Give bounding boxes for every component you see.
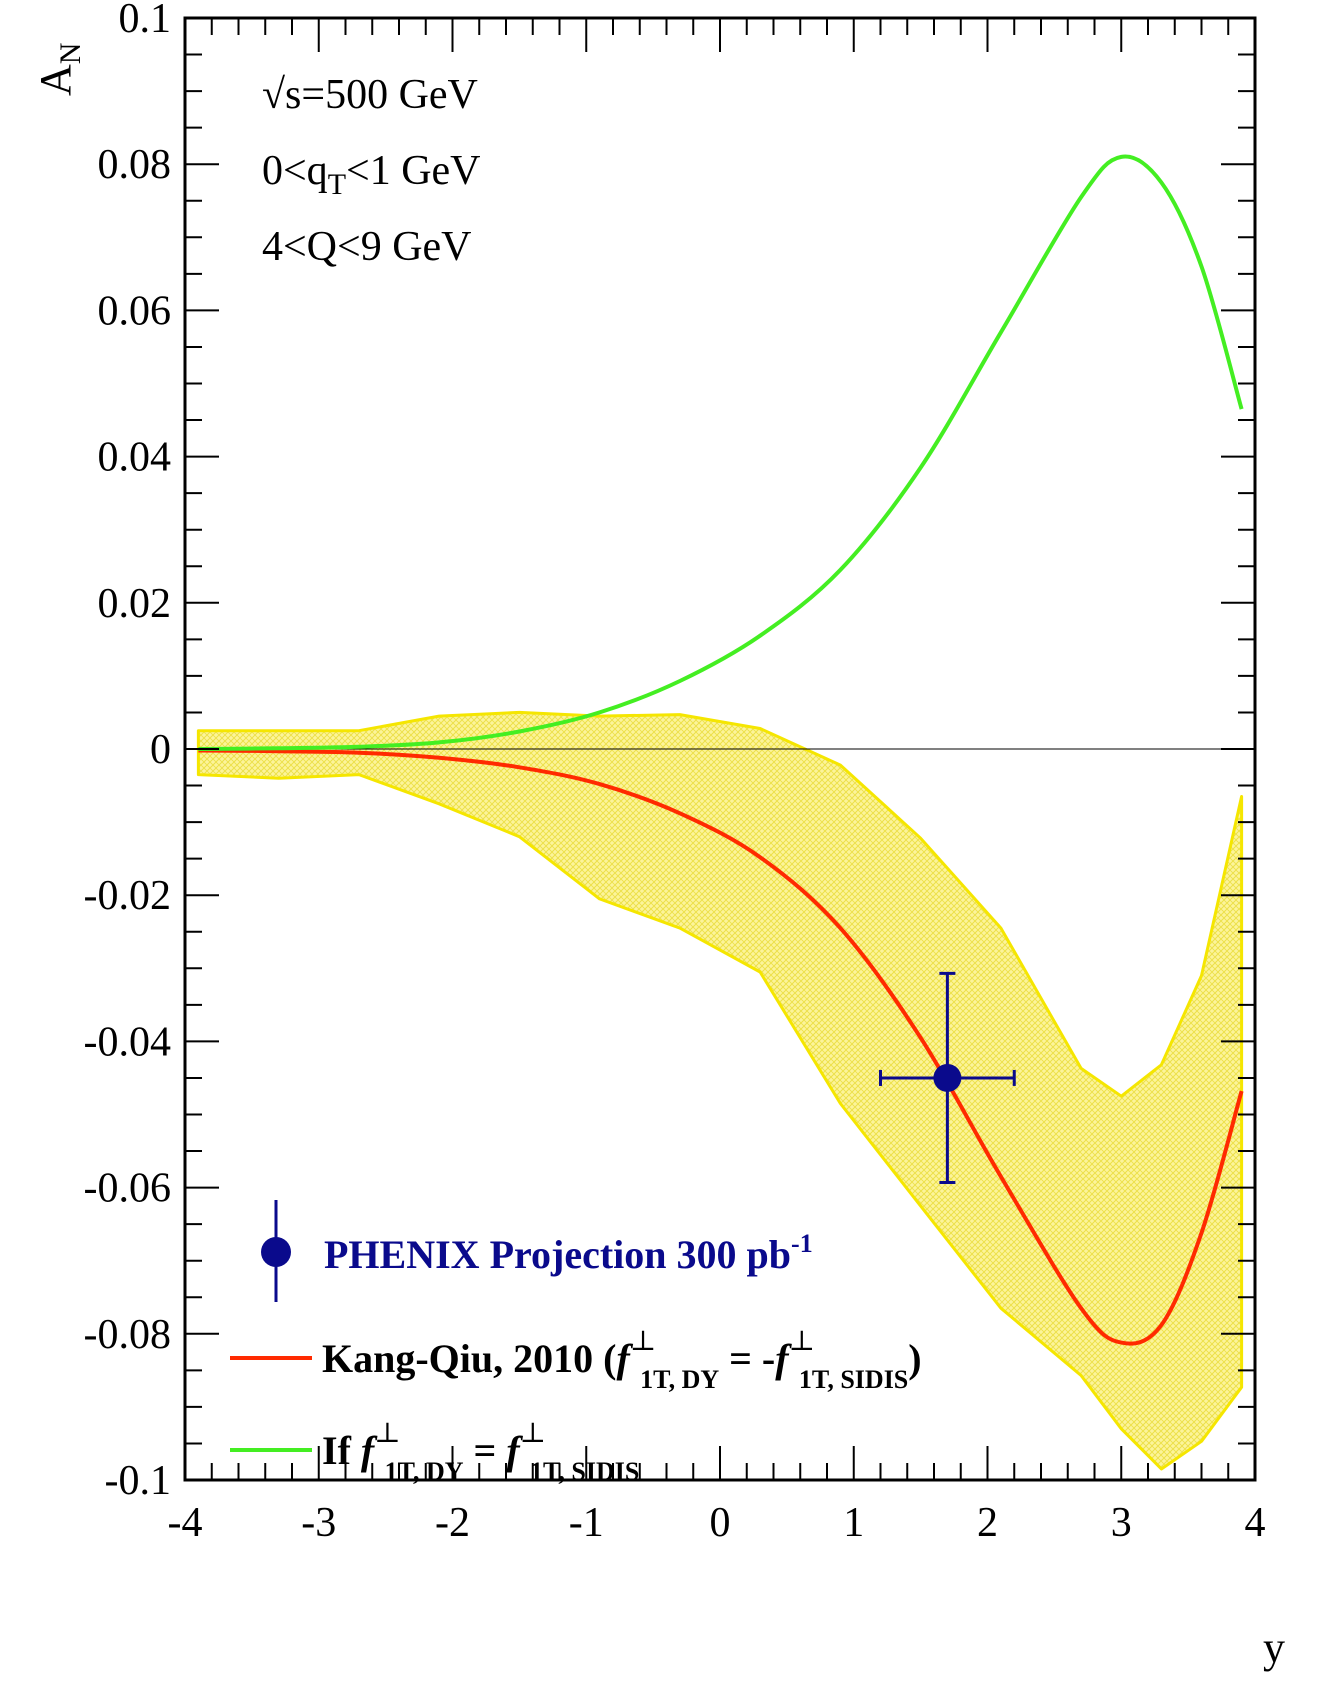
tick-layer: -4 -3 -2 -1 0 1 2 3 4 -0.1 -0.08 -0.06 -0.04 -0.02 0 0.…	[84, 0, 1266, 1546]
annotation-q-range: 4<Q<9 GeV	[262, 224, 472, 270]
x-tick-label: 2	[977, 1500, 998, 1546]
y-tick-label: 0.02	[98, 581, 172, 627]
y-tick-label: 0	[150, 727, 171, 773]
legend-if-mid: =	[464, 1428, 507, 1473]
x-tick-label: -2	[435, 1500, 470, 1546]
y-tick-label: -0.1	[105, 1458, 172, 1504]
y-tick-label: -0.08	[84, 1312, 172, 1358]
annotation-sqrt-s: √s=500 GeV	[262, 72, 478, 118]
annotation-qt-main: 0<q	[262, 148, 328, 194]
legend-if-f1-sup: ⊥	[374, 1418, 400, 1449]
legend-label-if: If f⊥ 1T, DY = f⊥ 1T, SIDIS	[322, 1418, 639, 1486]
y-tick-label: 0.04	[98, 435, 172, 481]
legend-label-phenix-main: PHENIX Projection 300 pb	[324, 1232, 791, 1277]
legend-if-f2-sub: 1T, SIDIS	[530, 1457, 639, 1486]
legend-kq-f1-sup: ⊥	[630, 1326, 656, 1357]
x-tick-label: -4	[168, 1500, 203, 1546]
y-tick-label: 0.1	[119, 0, 172, 42]
legend-kq-mid: = -	[719, 1336, 775, 1381]
legend-kq-tail: )	[908, 1336, 921, 1381]
legend-key-phenix	[261, 1200, 291, 1302]
x-axis-title: y	[1263, 1623, 1285, 1672]
annotation-qt-tail: <1 GeV	[346, 148, 481, 194]
legend-if-f2-sup: ⊥	[520, 1418, 546, 1449]
legend-label-phenix-sup: -1	[791, 1229, 813, 1258]
series-layer	[198, 154, 1244, 1346]
legend-kq-f1: f	[616, 1336, 633, 1381]
x-tick-label: 1	[843, 1500, 864, 1546]
y-tick-label: 0.06	[98, 288, 172, 334]
y-tick-label: 0.08	[98, 142, 172, 188]
legend-if-pre: If	[322, 1428, 361, 1473]
y-tick-label: -0.04	[84, 1019, 172, 1065]
y-axis-title-sub: N	[54, 43, 87, 65]
legend-if-f1-sub: 1T, DY	[385, 1457, 464, 1486]
legend-kq-f1-sub: 1T, DY	[640, 1365, 719, 1394]
data-point-marker	[933, 1063, 962, 1092]
y-tick-label: -0.06	[84, 1166, 172, 1212]
uncertainty-band	[196, 710, 1244, 1471]
annotation-qt-sub: T	[328, 168, 346, 201]
y-tick-label: -0.02	[84, 873, 172, 919]
legend-kq-f2-sup: ⊥	[789, 1326, 815, 1357]
x-tick-label: 0	[710, 1500, 731, 1546]
x-tick-label: -1	[569, 1500, 604, 1546]
y-axis-title-main: A	[31, 64, 80, 96]
legend-kq-f2: f	[775, 1336, 792, 1381]
uncertainty-band-layer	[185, 710, 1255, 1471]
legend-kq-f2-sub: 1T, SIDIS	[799, 1365, 908, 1394]
x-tick-label: -3	[301, 1500, 336, 1546]
legend-if-f2: f	[506, 1428, 523, 1473]
legend-if-f1: f	[361, 1428, 378, 1473]
series-kang-qiu-curve	[198, 748, 1244, 1346]
x-tick-label: 3	[1111, 1500, 1132, 1546]
annotation-qt-range: 0<qT<1 GeV	[262, 148, 481, 201]
legend-kq-pre: Kang-Qiu, 2010 (	[322, 1336, 616, 1381]
legend-label-kang-qiu: Kang-Qiu, 2010 (f⊥ 1T, DY = -f⊥ 1T, SIDIS)	[322, 1326, 922, 1394]
y-axis-title: AN	[31, 43, 87, 96]
series-if-curve	[198, 154, 1244, 751]
x-tick-label: 4	[1245, 1500, 1266, 1546]
data-point-layer	[879, 971, 1016, 1184]
legend: PHENIX Projection 300 pb-1 Kang-Qiu, 201…	[230, 1200, 922, 1486]
legend-label-phenix: PHENIX Projection 300 pb-1	[324, 1229, 813, 1277]
